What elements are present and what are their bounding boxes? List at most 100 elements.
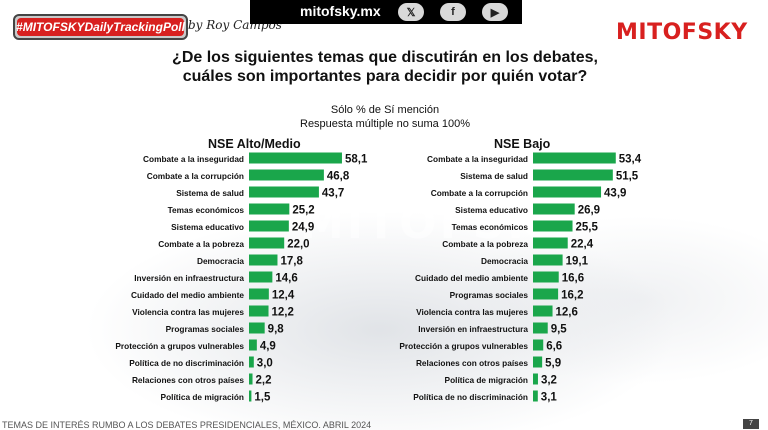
category-label: Temas económicos [452, 222, 529, 232]
bar [533, 254, 563, 266]
bar [249, 169, 324, 181]
bar [533, 237, 568, 249]
bar [533, 169, 613, 181]
bar [249, 339, 257, 351]
value-label: 16,6 [562, 273, 584, 285]
bar [533, 203, 575, 215]
value-label: 46,8 [327, 171, 350, 183]
value-label: 1,5 [254, 392, 271, 404]
bar [249, 237, 285, 249]
category-label: Inversión en infraestructura [418, 324, 528, 334]
value-label: 12,6 [556, 307, 578, 319]
category-label: Protección a grupos vulnerables [115, 341, 244, 351]
chart-title-alto-medio: NSE Alto/Medio [208, 137, 301, 151]
category-label: Combate a la corrupción [147, 171, 244, 181]
value-label: 43,7 [322, 188, 344, 200]
youtube-icon[interactable]: ▶ [482, 3, 508, 21]
bar [249, 203, 290, 215]
subtitle-multiple: Respuesta múltiple no suma 100% [300, 118, 470, 130]
bar [533, 373, 538, 385]
category-label: Relaciones con otros países [132, 375, 244, 385]
value-label: 58,1 [345, 154, 368, 166]
value-label: 24,9 [292, 222, 314, 234]
category-label: Combate a la pobreza [442, 239, 528, 249]
value-label: 14,6 [275, 273, 297, 285]
value-label: 16,2 [561, 290, 583, 302]
bar [533, 271, 559, 283]
site-link[interactable]: mitofsky.mx [300, 3, 381, 19]
footer-note: TEMAS DE INTERÉS RUMBO A LOS DEBATES PRE… [2, 420, 372, 430]
bar [249, 254, 278, 266]
category-label: Protección a grupos vulnerables [399, 341, 528, 351]
category-label: Sistema educativo [455, 205, 528, 215]
value-label: 26,9 [578, 205, 600, 217]
chart-title-bajo: NSE Bajo [494, 137, 551, 151]
category-label: Relaciones con otros países [416, 358, 528, 368]
category-label: Cuidado del medio ambiente [131, 290, 244, 300]
value-label: 9,8 [268, 324, 285, 336]
value-label: 53,4 [619, 154, 642, 166]
bar [533, 186, 602, 198]
value-label: 9,5 [551, 324, 568, 336]
bar [249, 322, 265, 334]
value-label: 4,9 [260, 341, 276, 353]
category-label: Combate a la inseguridad [427, 154, 528, 164]
bar-charts: Combate a la inseguridad 58,1 Combate a la… [115, 152, 642, 404]
value-label: 19,1 [566, 256, 589, 268]
category-label: Violencia contra las mujeres [416, 307, 528, 317]
category-label: Política de migración [445, 375, 528, 385]
badge-label: #MITOFSKYDailyTrackingPoll [16, 18, 185, 36]
value-label: 3,1 [541, 392, 558, 404]
bar [249, 305, 269, 317]
bar [533, 390, 538, 402]
category-label: Democracia [197, 256, 244, 266]
category-label: Temas económicos [168, 205, 245, 215]
value-label: 22,4 [571, 239, 594, 251]
category-label: Violencia contra las mujeres [132, 307, 244, 317]
survey-question: ¿De los siguientes temas que discutirán … [172, 49, 598, 85]
facebook-icon[interactable]: f [440, 3, 466, 21]
tracking-poll-badge: #MITOFSKYDailyTrackingPoll [13, 14, 188, 40]
value-label: 2,2 [256, 375, 272, 387]
value-label: 3,2 [541, 375, 557, 387]
page-number: 7 [743, 419, 759, 429]
bar [533, 152, 616, 164]
value-label: 25,5 [576, 222, 599, 234]
category-label: Inversión en infraestructura [134, 273, 244, 283]
value-label: 43,9 [604, 188, 626, 200]
bar [249, 271, 273, 283]
bar [249, 220, 289, 232]
category-label: Política de migración [161, 392, 244, 402]
value-label: 5,9 [545, 358, 561, 370]
bar [533, 322, 548, 334]
value-label: 17,8 [280, 256, 303, 268]
x-icon[interactable]: 𝕏 [398, 3, 424, 21]
bar [249, 390, 252, 402]
bar [249, 356, 254, 368]
bar [249, 373, 253, 385]
brand-logo: MITOFSKY [616, 20, 748, 45]
value-label: 12,4 [272, 290, 295, 302]
bar [249, 186, 319, 198]
category-label: Cuidado del medio ambiente [415, 273, 528, 283]
bar [533, 288, 559, 300]
category-label: Política de no discriminación [129, 358, 244, 368]
category-label: Democracia [481, 256, 528, 266]
value-label: 22,0 [287, 239, 309, 251]
category-label: Combate a la corrupción [431, 188, 528, 198]
subtitle-mention: Sólo % de Sí mención [330, 104, 440, 116]
bar [249, 288, 269, 300]
bar [533, 356, 543, 368]
category-label: Sistema de salud [460, 171, 528, 181]
value-label: 12,2 [272, 307, 294, 319]
category-label: Sistema de salud [176, 188, 244, 198]
category-label: Combate a la inseguridad [143, 154, 244, 164]
category-label: Política de no discriminación [413, 392, 528, 402]
category-label: Programas sociales [166, 324, 245, 334]
bar [533, 220, 573, 232]
bar [533, 305, 553, 317]
category-label: Combate a la pobreza [158, 239, 244, 249]
top-bar: mitofsky.mx 𝕏 f ▶ [250, 0, 522, 24]
bar [533, 339, 544, 351]
